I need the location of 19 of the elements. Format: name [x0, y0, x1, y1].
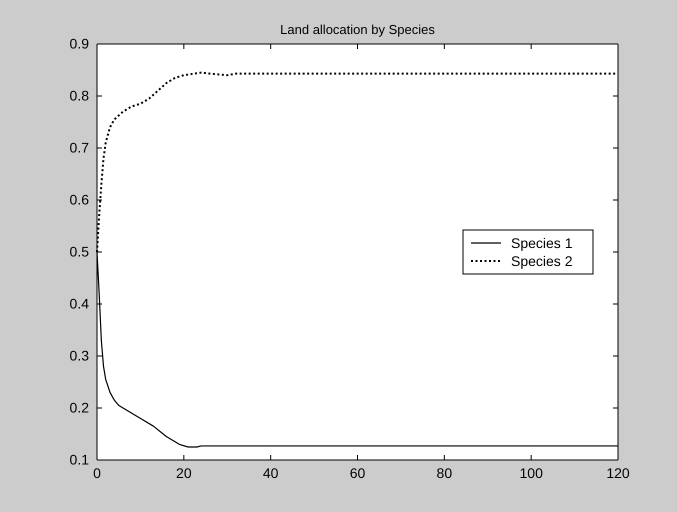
y-tick-label: 0.9 — [70, 35, 90, 52]
x-tick-label: 100 — [519, 464, 544, 481]
x-tick-label: 120 — [606, 464, 630, 481]
x-tick-label: 0 — [93, 464, 102, 481]
x-tick-label: 20 — [176, 464, 192, 481]
x-tick-label: 60 — [350, 464, 366, 481]
y-tick-label: 0.3 — [70, 347, 90, 364]
x-tick-label: 80 — [436, 464, 452, 481]
chart-title: Land allocation by Species — [280, 22, 436, 37]
y-tick-label: 0.8 — [70, 87, 90, 104]
legend-label: Species 1 — [511, 235, 573, 251]
y-tick-label: 0.1 — [70, 451, 90, 468]
y-tick-label: 0.4 — [70, 295, 90, 312]
y-tick-label: 0.7 — [70, 139, 90, 156]
y-tick-label: 0.2 — [70, 399, 90, 416]
x-tick-label: 40 — [262, 464, 279, 481]
y-tick-label: 0.5 — [70, 243, 90, 260]
legend-label: Species 2 — [511, 253, 573, 269]
y-tick-label: 0.6 — [70, 191, 90, 208]
